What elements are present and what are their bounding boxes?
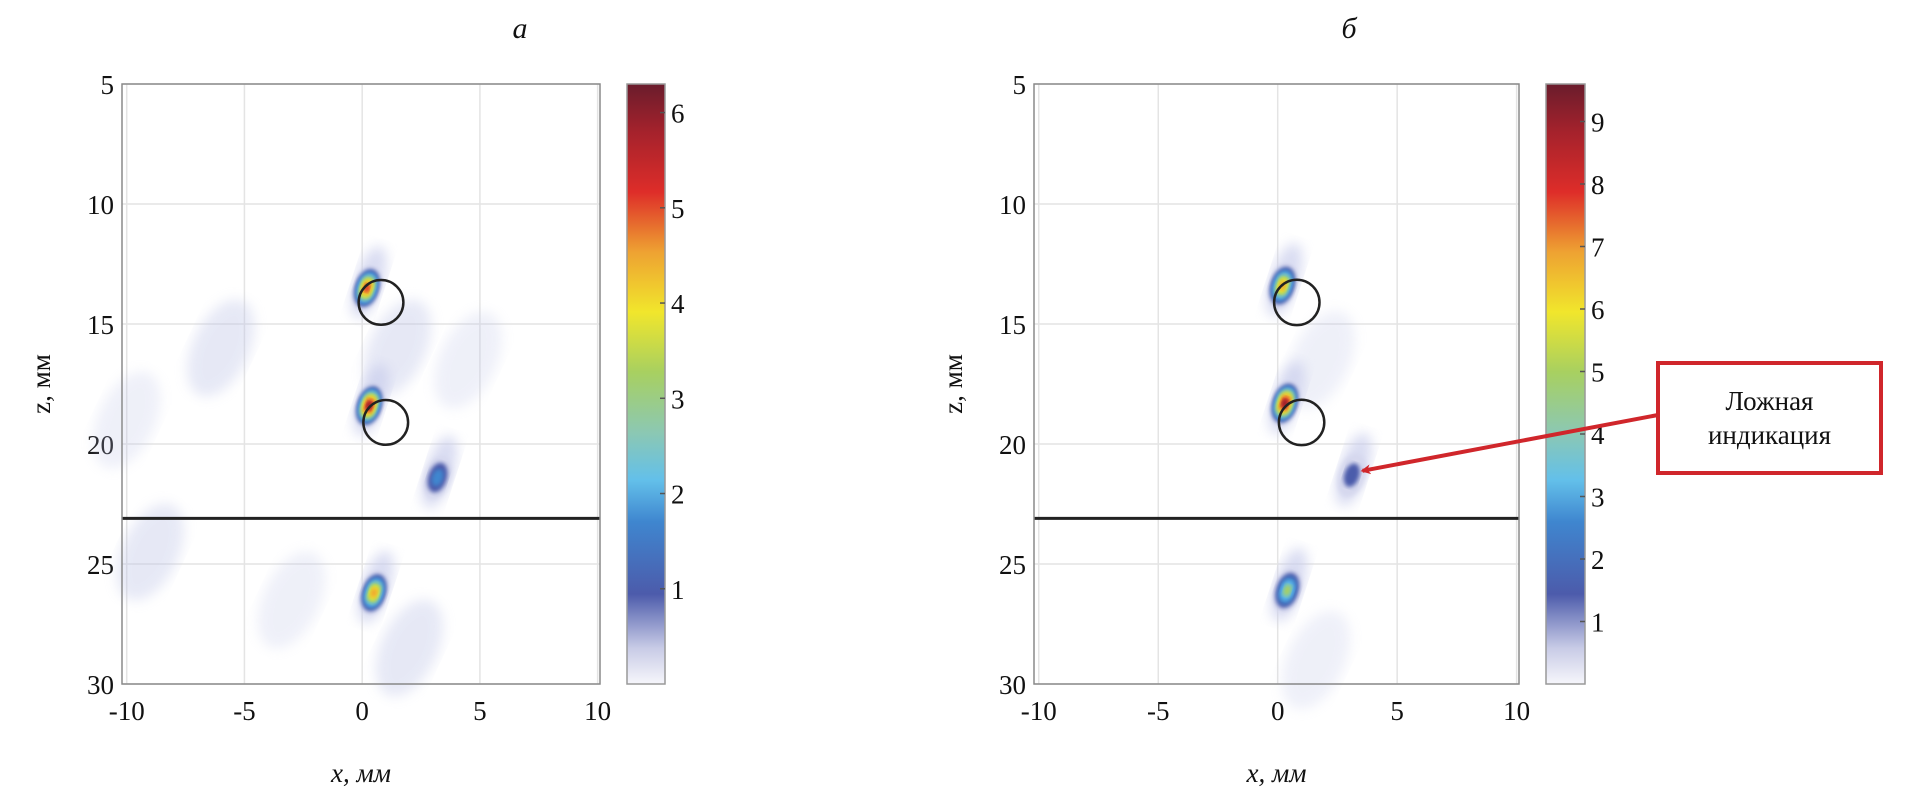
defect-circle [357,278,405,327]
hotspot-level [1343,463,1360,487]
y-axis-label: z, мм [26,354,56,414]
y-tick-label: 30 [999,670,1026,700]
colorbar-tick-label: 9 [1591,108,1605,138]
colorbar-tick-label: 6 [1591,295,1605,325]
callout-arrow [1360,413,1659,475]
y-tick-label: 5 [101,70,115,100]
x-tick-label: 5 [1390,696,1404,726]
x-tick-label: -5 [1147,696,1170,726]
false-indication-callout: Ложная индикация [1656,361,1883,475]
x-tick-label: 0 [1271,696,1285,726]
x-tick-label: -10 [1021,696,1057,726]
y-tick-label: 25 [87,550,114,580]
panel-title: б [1341,12,1357,45]
defect-circle [362,398,410,447]
y-tick-label: 30 [87,670,114,700]
x-axis-label: x, мм [1246,758,1307,788]
colorbar-tick-label: 3 [671,384,685,414]
defect-circle [1272,278,1321,327]
colorbar-tick-label: 3 [1591,483,1605,513]
y-tick-label: 15 [87,310,114,340]
colorbar-tick-label: 7 [1591,233,1605,263]
weak-signal-region [93,371,161,469]
weak-signal-region [187,299,255,397]
colorbar [626,83,666,685]
weak-signal-region [116,503,184,601]
colorbar-tick-label: 2 [671,480,685,510]
colorbar-tick-label: 8 [1591,170,1605,200]
y-axis-label: z, мм [938,354,968,414]
panel-title: а [513,12,528,45]
colorbar-tick-label: 5 [1591,358,1605,388]
callout-line-2: индикация [1707,420,1832,450]
hotspot [1271,548,1308,622]
colorbar [1545,83,1586,685]
colorbar-tick-label: 4 [671,289,685,319]
colorbar-tick-label: 1 [671,575,685,605]
colorbar-tick-label: 5 [671,194,685,224]
hotspot [358,550,394,624]
defect-circle [1277,398,1326,447]
y-tick-label: 10 [999,190,1026,220]
y-tick-label: 10 [87,190,114,220]
colorbar-tick-label: 1 [1591,608,1605,638]
x-tick-label: -5 [233,696,256,726]
x-tick-label: 10 [584,696,611,726]
hotspot [1268,360,1305,435]
hotspot [421,435,458,508]
y-tick-label: 5 [1013,70,1027,100]
hotspot-level [1283,584,1292,597]
weak-signal-region [375,599,443,697]
callout-line-1: Ложная [1725,386,1814,416]
weak-signal-region [257,551,326,649]
x-axis-label: x, мм [330,758,391,788]
plot-frame [1033,83,1520,685]
x-tick-label: 0 [355,696,369,726]
hotspot-level [370,588,378,598]
hotspot-level [431,469,444,487]
colorbar-tick-label: 6 [671,99,685,129]
x-tick-label: 5 [473,696,487,726]
hotspot [1335,432,1372,507]
y-tick-label: 25 [999,550,1026,580]
x-tick-label: -10 [109,696,145,726]
x-tick-label: 10 [1503,696,1530,726]
y-tick-label: 20 [999,430,1026,460]
weak-signal-region [434,311,502,409]
colorbar-tick-label: 2 [1591,545,1605,575]
plot-frame [121,83,601,685]
y-tick-label: 15 [999,310,1026,340]
